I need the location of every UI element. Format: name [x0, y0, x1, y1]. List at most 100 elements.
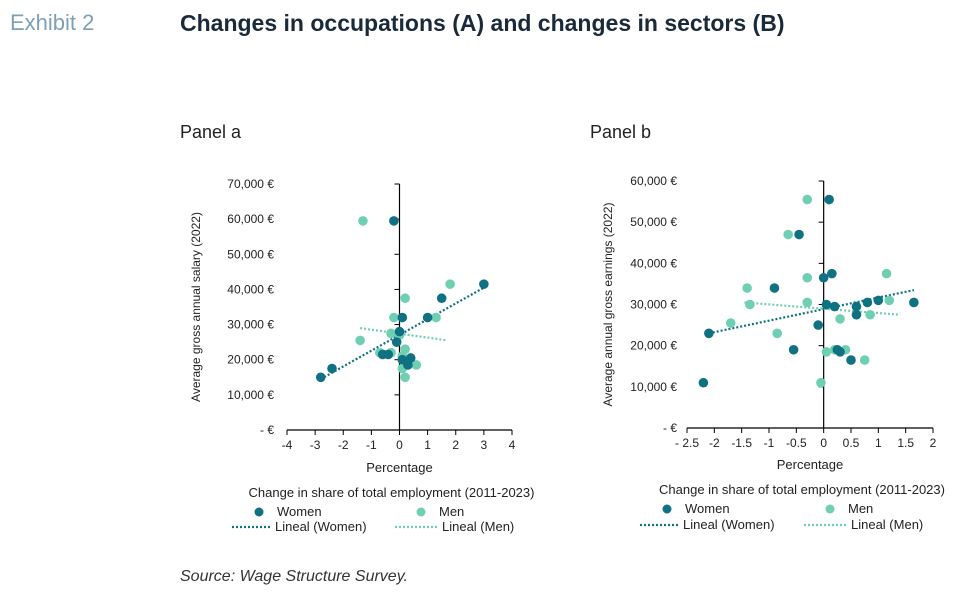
panel-b-y-tick-label: 20,000 €: [630, 339, 677, 353]
panel-b-point-women: [873, 295, 884, 306]
panel-a-title: Panel a: [180, 122, 242, 142]
panel-a-x-tick-label: 2: [452, 438, 459, 452]
panel-b-y-tick-label: - €: [663, 421, 677, 435]
panel-a-y-tick-label: 20,000 €: [227, 353, 274, 367]
panel-b-y-tick-label: 40,000 €: [630, 256, 677, 270]
panel-b-point-women: [698, 377, 709, 388]
panel-a-y-tick-label: 30,000 €: [227, 318, 274, 332]
panel-b-point-women: [821, 299, 832, 310]
panel-b-subtitle: Change in share of total employment (201…: [659, 482, 945, 497]
panel-a-point-women: [389, 216, 399, 226]
panel-a-y-tick-label: - €: [260, 423, 274, 437]
panel-b-x-tick-label: -1.5: [731, 436, 752, 450]
panel-b-x-tick-label: -1: [764, 436, 775, 450]
panel-b-point-women: [818, 272, 829, 283]
panel-b-point-women: [862, 297, 873, 308]
panel-b-x-tick-label: -2: [709, 436, 720, 450]
panel-a-y-tick-label: 10,000 €: [227, 388, 274, 402]
panel-b-point-men: [835, 314, 845, 324]
panel-a-x-tick-label: -2: [338, 438, 349, 452]
panel-b-point-men: [816, 377, 826, 388]
panel-b-point-men: [802, 297, 813, 308]
panel-b-legend-women: Women: [685, 501, 730, 516]
panel-a-point-men: [445, 279, 455, 289]
panel-b-y-tick-label: 10,000 €: [630, 380, 677, 394]
panel-b-point-women: [769, 283, 780, 293]
panel-a-x-tick-label: 3: [481, 438, 488, 452]
panel-a-point-men: [358, 216, 368, 226]
panel-a-point-women: [327, 363, 337, 374]
panel-a-x-tick-label: -1: [366, 438, 377, 452]
panel-b-legend-trend-women: Lineal (Women): [683, 517, 775, 532]
panel-a-legend-women: Women: [277, 504, 322, 519]
panel-b-point-women: [829, 301, 840, 312]
panel-a-point-women: [394, 326, 405, 337]
panel-b-legend-men: Men: [848, 501, 873, 516]
panel-b-point-men: [884, 295, 895, 306]
panel-b-point-women: [851, 309, 862, 320]
panel-a-y-tick-label: 40,000 €: [227, 282, 274, 296]
panel-b-x-tick-label: 1.5: [897, 436, 914, 450]
panel-a-point-women: [479, 279, 489, 289]
panel-a-legend-trend-men: Lineal (Men): [442, 519, 514, 534]
panel-b-x-tick-label: 1: [875, 436, 882, 450]
panel-b-point-men: [783, 229, 793, 240]
panel-b-point-women: [794, 229, 804, 240]
panel-a-point-women: [422, 312, 433, 323]
panel-b-x-tick-label: 0: [820, 436, 827, 450]
panel-a-y-tick-label: 50,000 €: [227, 247, 274, 261]
panel-a-subtitle: Change in share of total employment (201…: [249, 485, 535, 500]
panel-b-point-women: [835, 347, 845, 357]
panel-a-y-tick-label: 60,000 €: [227, 212, 274, 226]
panel-b-point-women: [909, 297, 919, 308]
panel-b-y-tick-label: 60,000 €: [630, 174, 677, 188]
panel-b-x-tick-label: - 2.5: [675, 436, 699, 450]
panel-b-x-axis-label: Percentage: [777, 457, 844, 472]
panel-b-legend-trend-men: Lineal (Men): [851, 517, 923, 532]
panel-a-x-axis-label: Percentage: [366, 460, 433, 475]
panel-b-y-tick-label: 30,000 €: [630, 298, 677, 312]
panel-b-point-men: [865, 309, 875, 320]
panel-a-point-men: [386, 328, 396, 339]
panel-b-x-tick-label: 2: [930, 436, 937, 450]
panel-a-point-men: [400, 372, 410, 383]
panel-b-point-men: [821, 347, 832, 357]
panel-b-point-men: [725, 318, 736, 328]
panel-a-point-men: [400, 293, 410, 304]
panel-b-point-women: [846, 355, 856, 365]
page-title: Changes in occupations (A) and changes i…: [180, 10, 785, 36]
panel-b-y-tick-label: 50,000 €: [630, 215, 677, 229]
panel-b-y-axis-label: Average annual gross earnings (2022): [601, 203, 615, 407]
panel-b-legend-women-marker: [662, 504, 672, 514]
panel-a-point-men: [389, 312, 399, 323]
panel-b-x-tick-label: -0.5: [786, 436, 807, 450]
panel-b-point-men: [745, 299, 755, 310]
panel-a-point-women: [391, 337, 402, 347]
panel-a-legend-men-marker: [416, 507, 426, 517]
panel-a-x-tick-label: 1: [424, 438, 431, 452]
panel-b-title: Panel b: [590, 122, 652, 142]
panel-a-point-women: [383, 349, 394, 360]
panel-b-point-women: [824, 194, 834, 205]
panel-b-x-tick-label: 0.5: [843, 436, 860, 450]
panel-b-point-men: [772, 328, 782, 339]
panel-b-point-women: [788, 344, 799, 355]
panel-a-x-tick-label: 4: [509, 438, 516, 452]
source-note: Source: Wage Structure Survey.: [180, 568, 408, 585]
panel-a-point-women: [405, 353, 416, 363]
panel-b-point-men: [742, 283, 752, 293]
exhibit-label: Exhibit 2: [10, 10, 95, 35]
panel-a-y-tick-label: 70,000 €: [227, 177, 274, 191]
panel-a-legend-trend-women: Lineal (Women): [275, 519, 367, 534]
panel-a-point-women: [436, 293, 447, 304]
panel-a-y-axis-label: Average gross annual salary (2022): [189, 212, 203, 402]
panel-b-point-men: [859, 355, 870, 365]
panel-b-point-men: [802, 272, 813, 283]
panel-a-x-tick-label: -4: [282, 438, 293, 452]
panel-a-point-men: [431, 312, 441, 323]
panel-b-point-women: [827, 268, 837, 279]
panel-a-point-women: [315, 372, 326, 383]
panel-b-point-men: [802, 194, 813, 205]
panel-a-x-tick-label: 0: [396, 438, 403, 452]
